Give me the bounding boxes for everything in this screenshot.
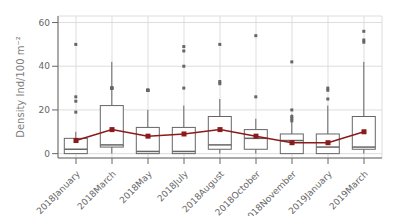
svg-text:2018July: 2018July xyxy=(155,168,190,203)
svg-text:40: 40 xyxy=(39,61,51,71)
svg-text:20: 20 xyxy=(39,105,51,115)
svg-text:2018January: 2018January xyxy=(35,168,83,216)
svg-text:Density Ind/100 m⁻²: Density Ind/100 m⁻² xyxy=(15,36,26,138)
svg-text:0: 0 xyxy=(44,149,50,159)
svg-text:2018May: 2018May xyxy=(118,168,155,205)
svg-text:2018August: 2018August xyxy=(180,168,226,215)
svg-text:60: 60 xyxy=(39,18,51,28)
svg-text:2019March: 2019March xyxy=(327,169,370,212)
svg-text:2019January: 2019January xyxy=(287,168,335,216)
svg-text:2018March: 2018March xyxy=(75,169,118,212)
